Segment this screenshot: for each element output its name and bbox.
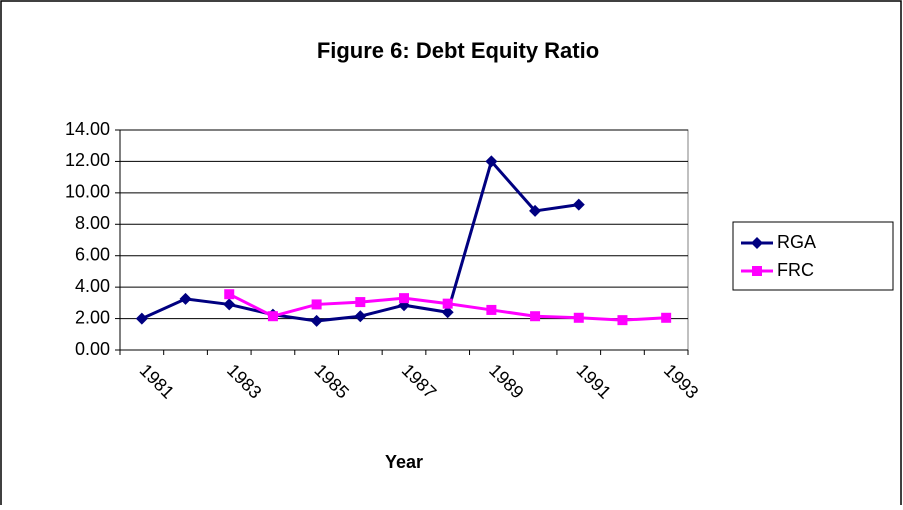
data-point xyxy=(441,306,454,319)
y-tick-label: 10.00 xyxy=(65,182,110,202)
data-point xyxy=(179,292,192,305)
plot-area xyxy=(119,129,689,351)
data-point xyxy=(135,312,148,325)
data-point xyxy=(223,298,236,311)
data-point xyxy=(486,304,497,315)
x-axis-title: Year xyxy=(385,452,423,472)
data-point xyxy=(224,289,235,300)
data-point xyxy=(354,310,367,323)
data-point xyxy=(617,315,628,326)
y-tick-label: 2.00 xyxy=(75,307,110,327)
data-point xyxy=(399,293,409,304)
legend-marker xyxy=(751,237,763,249)
y-tick-label: 4.00 xyxy=(75,276,110,296)
legend xyxy=(732,221,894,291)
data-point xyxy=(572,198,585,211)
data-point xyxy=(310,314,323,327)
y-tick-label: 6.00 xyxy=(75,244,110,264)
y-tick-label: 0.00 xyxy=(75,339,110,359)
data-point xyxy=(442,298,453,309)
y-tick-label: 14.00 xyxy=(65,119,110,139)
legend-label: RGA xyxy=(777,232,816,252)
chart-title: Figure 6: Debt Equity Ratio xyxy=(317,38,599,63)
data-point xyxy=(530,311,541,322)
data-point xyxy=(573,312,584,323)
legend-label: FRC xyxy=(777,260,814,280)
legend-marker xyxy=(752,266,762,276)
data-point xyxy=(355,297,366,308)
data-point xyxy=(529,204,542,217)
y-tick-label: 8.00 xyxy=(75,213,110,233)
data-point xyxy=(311,299,322,310)
data-point xyxy=(485,155,498,168)
data-point xyxy=(661,312,672,323)
y-tick-label: 12.00 xyxy=(65,150,110,170)
data-point xyxy=(267,311,278,322)
